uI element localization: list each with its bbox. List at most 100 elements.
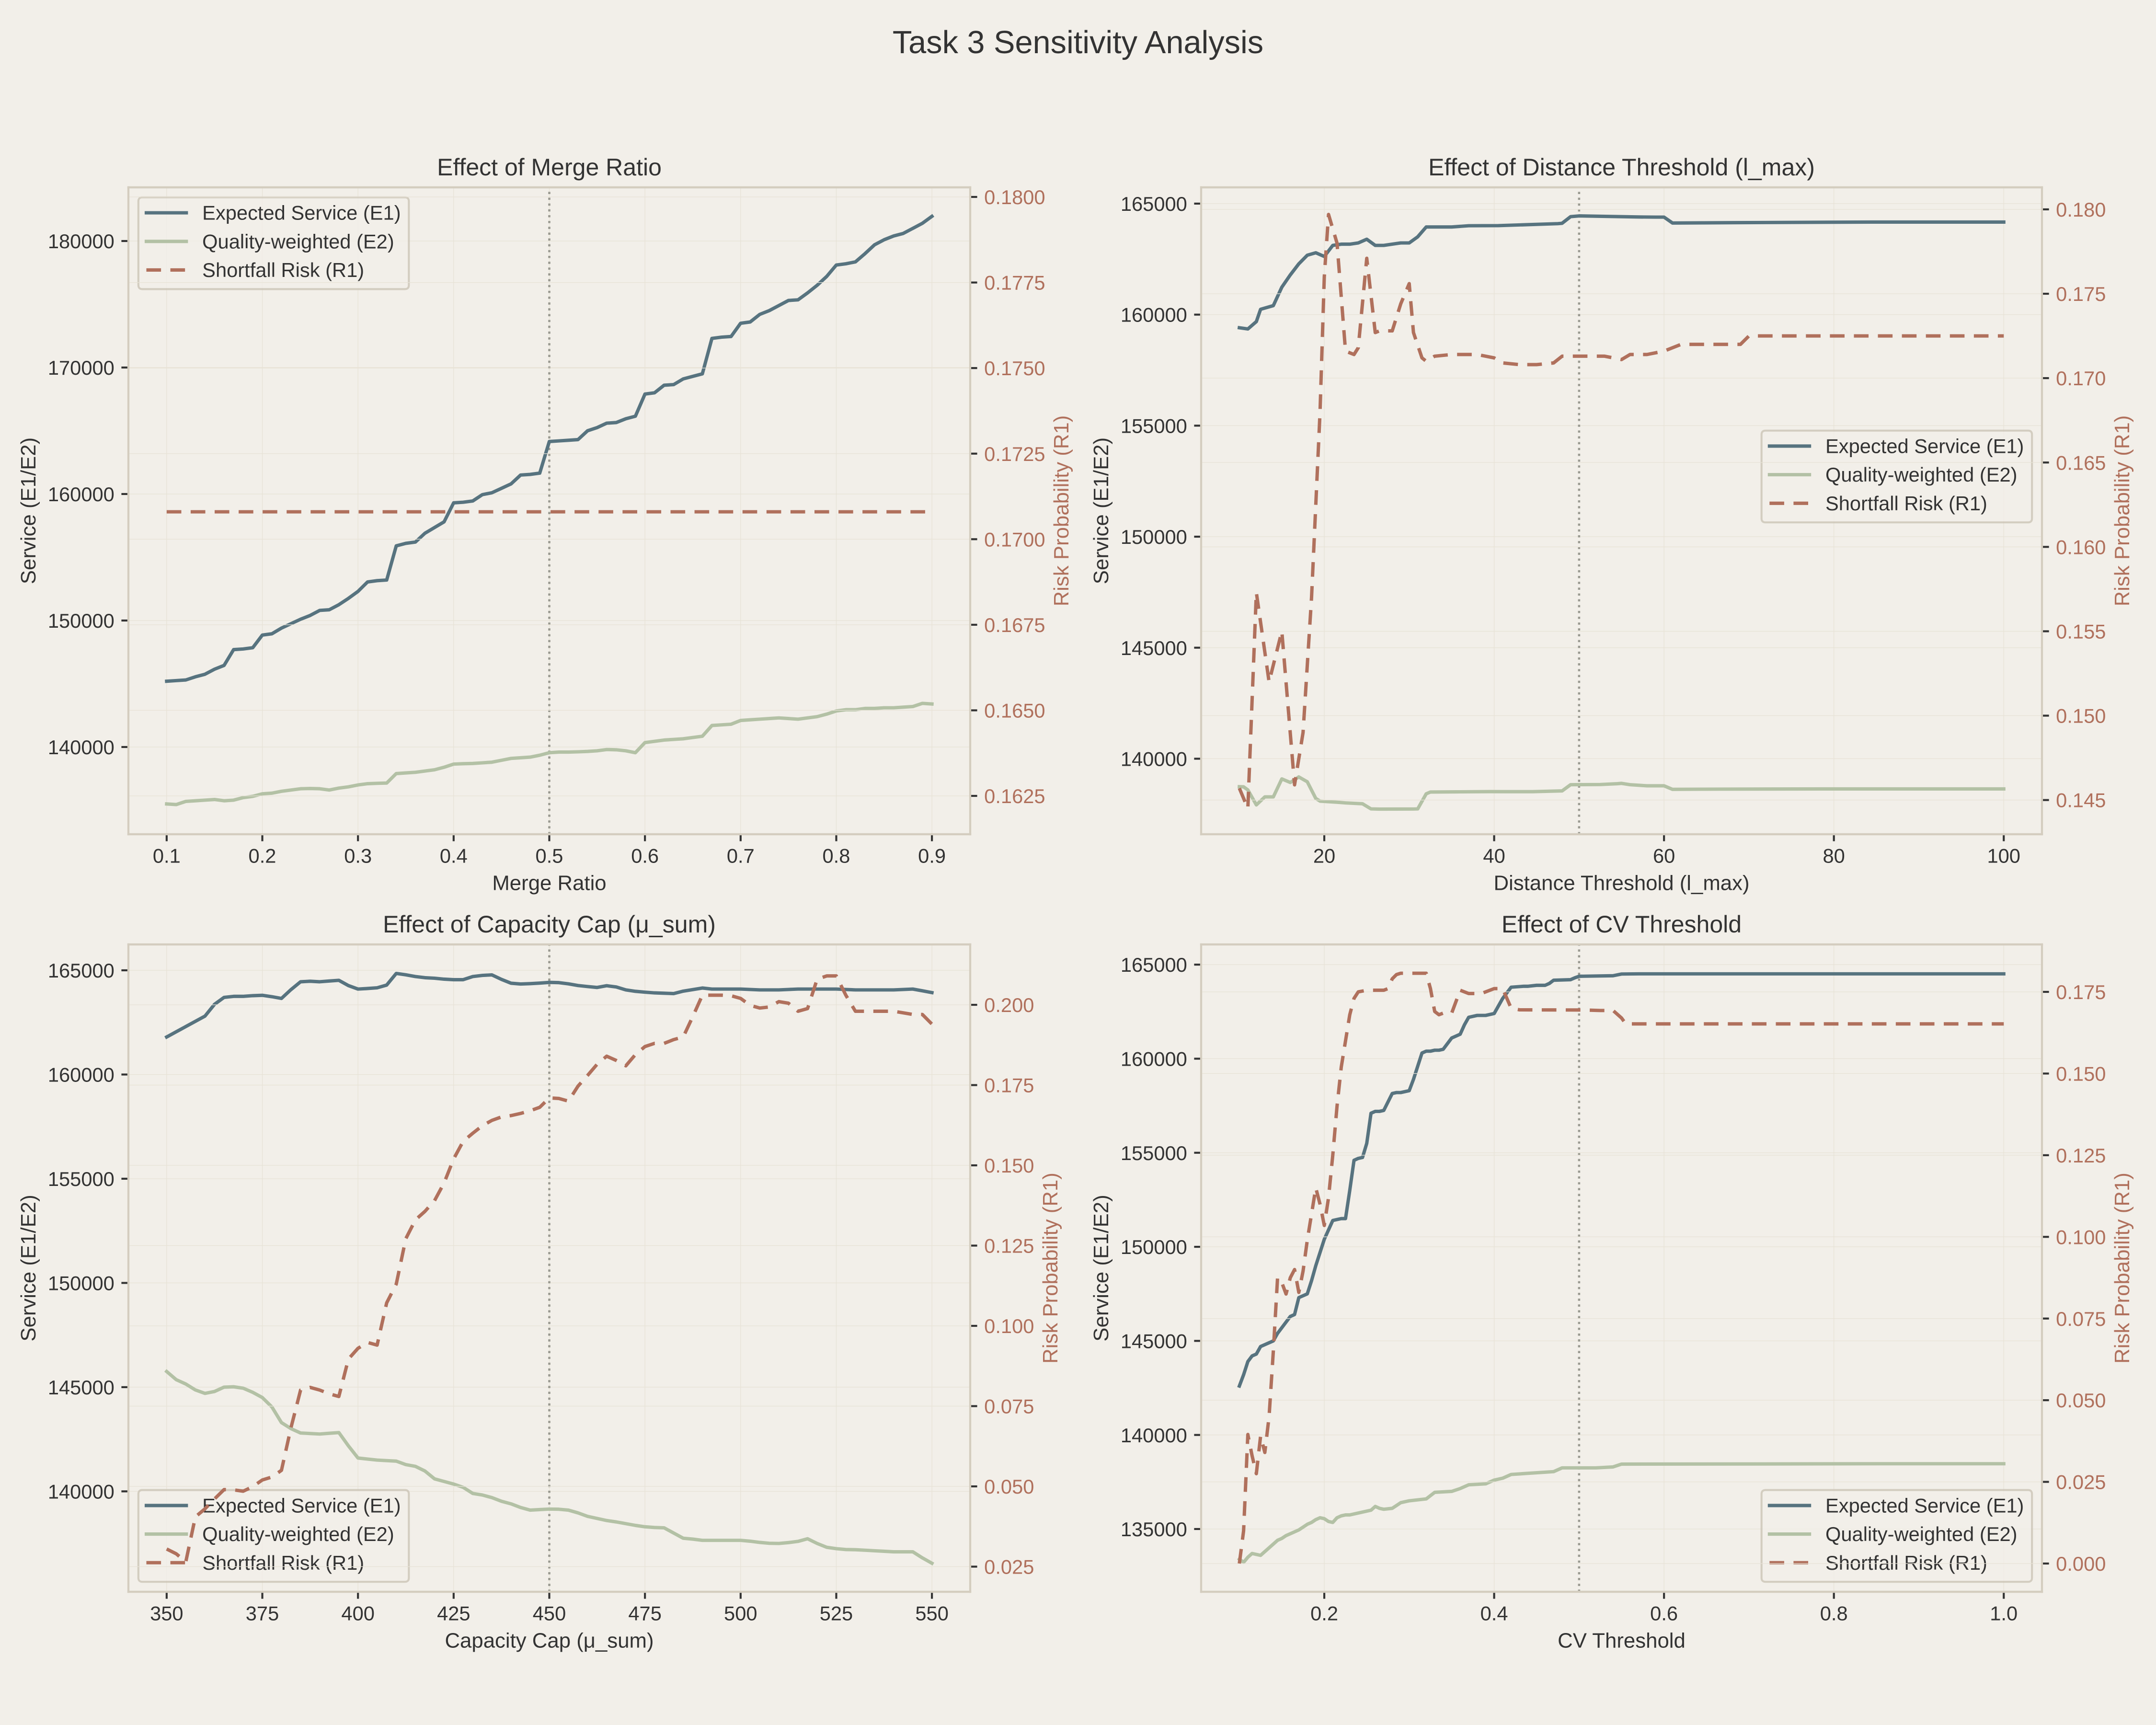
svg-text:0.000: 0.000 — [2056, 1552, 2106, 1575]
svg-text:0.1650: 0.1650 — [984, 700, 1045, 722]
svg-text:0.025: 0.025 — [2056, 1471, 2106, 1494]
svg-text:525: 525 — [820, 1602, 853, 1624]
svg-text:400: 400 — [341, 1602, 375, 1624]
svg-text:0.7: 0.7 — [727, 844, 755, 867]
svg-text:Capacity Cap (μ_sum): Capacity Cap (μ_sum) — [445, 1629, 654, 1652]
svg-text:165000: 165000 — [1121, 193, 1187, 215]
svg-text:Merge Ratio: Merge Ratio — [492, 871, 606, 895]
svg-text:Effect of CV Threshold: Effect of CV Threshold — [1502, 911, 1742, 938]
svg-text:0.175: 0.175 — [2056, 283, 2106, 305]
svg-text:Expected Service (E1): Expected Service (E1) — [202, 1495, 401, 1517]
svg-text:140000: 140000 — [1121, 748, 1187, 770]
svg-text:140000: 140000 — [48, 1480, 115, 1503]
svg-text:0.175: 0.175 — [2056, 981, 2106, 1003]
svg-text:0.6: 0.6 — [631, 844, 659, 867]
svg-text:Quality-weighted (E2): Quality-weighted (E2) — [1825, 1523, 2018, 1545]
svg-text:0.9: 0.9 — [918, 844, 946, 867]
svg-text:0.125: 0.125 — [984, 1235, 1034, 1257]
svg-text:100: 100 — [1987, 844, 2020, 867]
svg-text:0.125: 0.125 — [2056, 1144, 2106, 1167]
svg-text:0.3: 0.3 — [344, 844, 372, 867]
svg-text:0.100: 0.100 — [2056, 1226, 2106, 1248]
svg-text:425: 425 — [437, 1602, 470, 1624]
svg-text:20: 20 — [1313, 844, 1335, 867]
svg-text:0.2: 0.2 — [249, 844, 276, 867]
svg-text:0.180: 0.180 — [2056, 198, 2106, 221]
svg-text:Risk Probability (R1): Risk Probability (R1) — [1050, 415, 1073, 607]
svg-text:0.1625: 0.1625 — [984, 785, 1045, 807]
svg-text:Task 3 Sensitivity Analysis: Task 3 Sensitivity Analysis — [893, 25, 1263, 60]
svg-text:1.0: 1.0 — [1990, 1602, 2018, 1624]
svg-text:Effect of Distance Threshold (: Effect of Distance Threshold (l_max) — [1428, 154, 1815, 181]
svg-text:Service (E1/E2): Service (E1/E2) — [17, 1195, 40, 1341]
svg-text:0.1700: 0.1700 — [984, 528, 1045, 551]
svg-text:155000: 155000 — [1121, 1142, 1187, 1164]
svg-text:140000: 140000 — [48, 736, 115, 759]
svg-text:450: 450 — [533, 1602, 566, 1624]
svg-text:500: 500 — [724, 1602, 757, 1624]
svg-text:Service (E1/E2): Service (E1/E2) — [1089, 1195, 1113, 1341]
svg-text:0.1775: 0.1775 — [984, 272, 1045, 294]
svg-text:0.8: 0.8 — [1820, 1602, 1848, 1624]
svg-text:Shortfall Risk (R1): Shortfall Risk (R1) — [1825, 492, 1987, 515]
svg-text:155000: 155000 — [1121, 414, 1187, 437]
svg-text:Distance Threshold (l_max): Distance Threshold (l_max) — [1493, 871, 1749, 895]
svg-text:40: 40 — [1483, 844, 1505, 867]
svg-text:140000: 140000 — [1121, 1424, 1187, 1447]
svg-text:Risk Probability (R1): Risk Probability (R1) — [2110, 1173, 2134, 1364]
svg-text:180000: 180000 — [48, 230, 115, 253]
svg-text:0.150: 0.150 — [984, 1154, 1034, 1177]
svg-text:145000: 145000 — [48, 1376, 115, 1399]
svg-text:0.150: 0.150 — [2056, 705, 2106, 727]
svg-text:60: 60 — [1653, 844, 1675, 867]
svg-text:Quality-weighted (E2): Quality-weighted (E2) — [202, 1523, 394, 1545]
svg-text:170000: 170000 — [48, 356, 115, 379]
svg-text:550: 550 — [915, 1602, 949, 1624]
svg-text:160000: 160000 — [48, 483, 115, 506]
svg-text:0.165: 0.165 — [2056, 451, 2106, 474]
svg-text:Risk Probability (R1): Risk Probability (R1) — [1039, 1173, 1062, 1364]
svg-text:0.1800: 0.1800 — [984, 186, 1045, 208]
svg-text:Service (E1/E2): Service (E1/E2) — [17, 437, 40, 584]
svg-text:0.2: 0.2 — [1310, 1602, 1338, 1624]
svg-text:0.5: 0.5 — [536, 844, 563, 867]
svg-text:Expected Service (E1): Expected Service (E1) — [1825, 435, 2024, 458]
svg-text:0.050: 0.050 — [984, 1475, 1034, 1498]
svg-text:0.025: 0.025 — [984, 1556, 1034, 1578]
svg-text:475: 475 — [628, 1602, 662, 1624]
svg-text:150000: 150000 — [1121, 526, 1187, 548]
svg-text:0.100: 0.100 — [984, 1315, 1034, 1337]
svg-text:0.4: 0.4 — [1480, 1602, 1508, 1624]
svg-text:160000: 160000 — [1121, 1048, 1187, 1070]
svg-text:Expected Service (E1): Expected Service (E1) — [1825, 1495, 2024, 1517]
svg-text:0.1: 0.1 — [153, 844, 181, 867]
svg-text:150000: 150000 — [1121, 1236, 1187, 1258]
svg-text:160000: 160000 — [48, 1064, 115, 1086]
svg-text:Shortfall Risk (R1): Shortfall Risk (R1) — [1825, 1552, 1987, 1574]
svg-text:0.075: 0.075 — [2056, 1308, 2106, 1330]
svg-text:0.1750: 0.1750 — [984, 357, 1045, 380]
svg-text:80: 80 — [1823, 844, 1845, 867]
svg-text:0.1675: 0.1675 — [984, 614, 1045, 636]
svg-text:165000: 165000 — [1121, 954, 1187, 976]
svg-text:375: 375 — [246, 1602, 279, 1624]
svg-text:Expected Service (E1): Expected Service (E1) — [202, 202, 401, 224]
svg-text:0.160: 0.160 — [2056, 536, 2106, 558]
svg-text:Effect of Merge Ratio: Effect of Merge Ratio — [437, 154, 662, 181]
svg-text:Effect of Capacity Cap (μ_sum): Effect of Capacity Cap (μ_sum) — [383, 911, 716, 938]
svg-text:0.075: 0.075 — [984, 1395, 1034, 1418]
svg-text:165000: 165000 — [48, 959, 115, 982]
svg-text:Shortfall Risk (R1): Shortfall Risk (R1) — [202, 259, 364, 281]
svg-text:Service (E1/E2): Service (E1/E2) — [1089, 437, 1113, 584]
svg-text:160000: 160000 — [1121, 304, 1187, 326]
svg-text:Quality-weighted (E2): Quality-weighted (E2) — [202, 230, 394, 253]
svg-text:155000: 155000 — [48, 1168, 115, 1190]
svg-text:0.8: 0.8 — [823, 844, 850, 867]
svg-text:0.170: 0.170 — [2056, 367, 2106, 390]
svg-text:145000: 145000 — [1121, 1330, 1187, 1352]
svg-text:0.145: 0.145 — [2056, 789, 2106, 812]
svg-text:0.200: 0.200 — [984, 994, 1034, 1016]
svg-text:0.1725: 0.1725 — [984, 443, 1045, 465]
svg-text:Shortfall Risk (R1): Shortfall Risk (R1) — [202, 1552, 364, 1574]
svg-text:0.155: 0.155 — [2056, 621, 2106, 643]
